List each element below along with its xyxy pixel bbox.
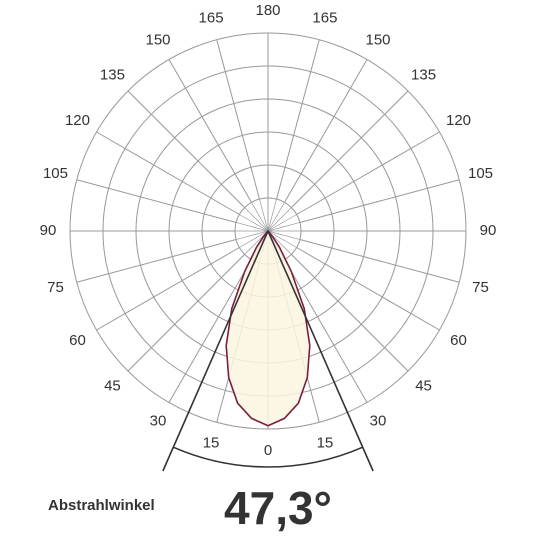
angle-tick-label: 15 — [317, 434, 334, 451]
angle-tick-label: 30 — [370, 412, 387, 429]
grid-spoke-inner — [236, 230, 269, 240]
angle-tick-label: 90 — [480, 222, 497, 239]
grid-spoke-inner — [239, 214, 269, 232]
angle-tick-label: 75 — [47, 279, 64, 296]
grid-spoke-inner — [267, 207, 292, 232]
angle-tick-label: 30 — [150, 412, 167, 429]
angle-tick-label: 165 — [312, 9, 337, 26]
beam-line — [162, 230, 269, 472]
grid-spoke — [76, 239, 237, 283]
grid-spoke — [168, 59, 252, 203]
angle-tick-label: 60 — [69, 332, 86, 349]
grid-spoke — [299, 179, 460, 223]
angle-tick-label: 105 — [43, 165, 68, 182]
angle-tick-label: 135 — [411, 66, 436, 83]
grid-spoke — [127, 253, 246, 372]
angle-tick-label: 75 — [472, 279, 489, 296]
grid-spoke — [76, 179, 237, 223]
grid-spoke-inner — [267, 230, 300, 240]
angle-tick-label: 45 — [104, 378, 121, 395]
grid-spoke — [284, 259, 368, 403]
angle-tick-label: 150 — [365, 31, 390, 48]
angle-tick-label: 0 — [264, 442, 272, 459]
angle-tick-label: 120 — [446, 112, 471, 129]
beam-angle-value: 47,3° — [224, 482, 332, 534]
angle-tick-label: 150 — [145, 31, 170, 48]
grid-spoke — [299, 239, 460, 283]
grid-spoke — [290, 90, 409, 209]
beam-angle-title: Abstrahlwinkel — [48, 497, 155, 514]
grid-spoke — [216, 39, 260, 200]
grid-spoke — [284, 59, 368, 203]
angle-tick-label: 105 — [468, 165, 493, 182]
grid-spoke — [296, 247, 440, 331]
grid-spoke-inner — [267, 214, 297, 232]
angle-tick-label: 60 — [450, 332, 467, 349]
angle-tick-label: 135 — [100, 66, 125, 83]
grid-spoke — [96, 247, 240, 331]
angle-tick-label: 180 — [255, 2, 280, 19]
angle-tick-label: 165 — [199, 9, 224, 26]
grid-spoke-inner — [251, 202, 269, 232]
grid-spoke-inner — [239, 230, 269, 248]
grid-spoke — [296, 131, 440, 215]
grid-spoke-inner — [244, 207, 269, 232]
grid-spoke-inner — [259, 199, 269, 232]
grid-spoke — [290, 253, 409, 372]
grid-spoke — [96, 131, 240, 215]
angle-tick-label: 15 — [203, 434, 220, 451]
grid-spoke-inner — [267, 199, 277, 232]
grid-spoke-inner — [267, 230, 297, 248]
grid-spoke — [276, 39, 320, 200]
angle-tick-label: 120 — [65, 112, 90, 129]
grid-spoke — [127, 90, 246, 209]
grid-spoke — [168, 259, 252, 403]
grid-spoke-inner — [236, 222, 269, 232]
grid-spoke-inner — [267, 222, 300, 232]
angle-tick-label: 90 — [40, 222, 57, 239]
angle-tick-label: 45 — [415, 378, 432, 395]
beam-arc — [173, 446, 363, 468]
beam-line — [267, 230, 374, 472]
grid-spoke-inner — [267, 202, 285, 232]
